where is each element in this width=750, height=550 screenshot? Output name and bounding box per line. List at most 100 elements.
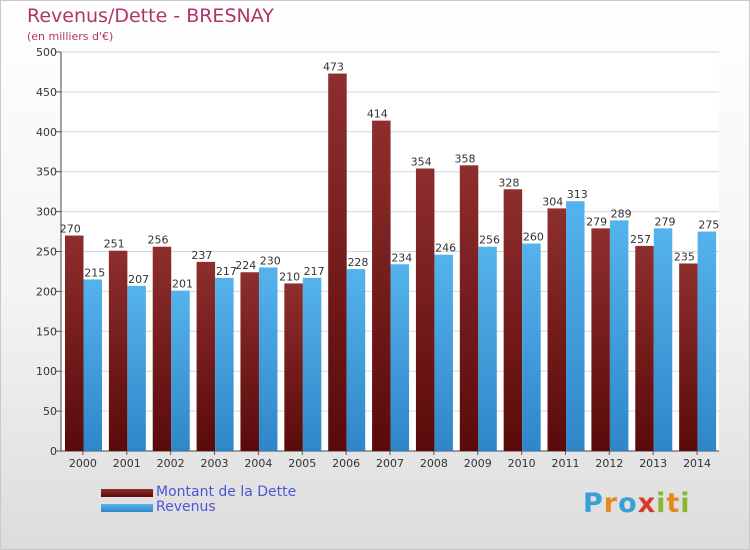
data-label-debt: 237 [191, 249, 212, 262]
bar-revenue [171, 290, 190, 451]
data-label-revenue: 313 [567, 188, 588, 201]
x-tick-label: 2001 [113, 457, 141, 470]
x-tick-label: 2006 [332, 457, 360, 470]
x-tick-label: 2013 [639, 457, 667, 470]
data-label-debt: 279 [586, 215, 607, 228]
bar-debt [152, 246, 172, 451]
data-label-debt: 224 [235, 259, 256, 272]
bar-debt [284, 283, 303, 451]
x-tick-label: 2000 [69, 457, 97, 470]
bar-revenue [653, 228, 673, 451]
data-label-debt: 257 [630, 233, 651, 246]
bar-revenue [478, 246, 497, 451]
legend-swatch-revenue [101, 504, 153, 512]
data-label-debt: 358 [455, 152, 476, 165]
data-label-revenue: 228 [347, 256, 368, 269]
bar-revenue [522, 243, 541, 451]
data-label-revenue: 217 [216, 265, 237, 278]
data-label-debt: 328 [498, 176, 519, 189]
x-tick-label: 2012 [595, 457, 623, 470]
bar-revenue [302, 277, 322, 451]
data-label-revenue: 215 [84, 266, 105, 279]
data-label-revenue: 256 [479, 234, 500, 247]
bar-debt [415, 168, 435, 451]
chart-title: Revenus/Dette - BRESNAY [27, 5, 274, 27]
data-label-revenue: 289 [611, 207, 632, 220]
data-label-revenue: 275 [698, 219, 719, 232]
bar-debt [635, 245, 654, 451]
data-label-debt: 256 [147, 234, 168, 247]
data-label-revenue: 246 [435, 242, 456, 255]
bar-debt [372, 120, 391, 452]
y-tick-label: 250 [36, 246, 57, 259]
bar-revenue [566, 201, 585, 451]
logo-letter: i [680, 488, 691, 519]
legend-label-debt: Montant de la Dette [156, 484, 297, 500]
x-tick-label: 2010 [508, 457, 536, 470]
data-label-debt: 235 [674, 250, 695, 263]
bar-debt [328, 73, 347, 452]
logo-letter: r [603, 488, 619, 519]
data-label-revenue: 260 [523, 231, 544, 244]
bar-debt [459, 165, 479, 452]
bar-revenue [127, 285, 146, 451]
bar-debt [240, 272, 259, 451]
bar-revenue [697, 231, 717, 451]
bar-debt [679, 263, 698, 451]
y-tick-label: 450 [36, 86, 57, 99]
bar-revenue [609, 220, 629, 451]
data-label-revenue: 230 [260, 254, 281, 267]
bar-revenue [258, 267, 278, 451]
bar-debt [547, 208, 567, 451]
x-tick-label: 2005 [288, 457, 316, 470]
data-label-revenue: 201 [172, 278, 193, 291]
bar-revenue [390, 264, 410, 451]
logo-letter: t [666, 488, 681, 519]
y-tick-label: 400 [36, 126, 57, 139]
data-label-debt: 354 [411, 156, 432, 169]
data-label-debt: 414 [367, 108, 388, 121]
data-label-debt: 251 [104, 238, 125, 251]
data-label-revenue: 234 [391, 251, 412, 264]
x-tick-label: 2009 [464, 457, 492, 470]
data-label-revenue: 207 [128, 273, 149, 286]
data-label-revenue: 279 [655, 215, 676, 228]
bar-revenue [83, 279, 102, 451]
bar-debt [591, 228, 610, 451]
bar-debt [108, 250, 128, 451]
logo-letter: o [618, 488, 638, 519]
data-label-debt: 304 [542, 195, 563, 208]
logo-letter: P [583, 488, 604, 519]
y-tick-label: 0 [50, 445, 57, 458]
x-tick-label: 2002 [157, 457, 185, 470]
data-label-debt: 473 [323, 61, 344, 74]
x-tick-label: 2003 [201, 457, 229, 470]
bar-debt [65, 235, 84, 451]
legend-swatch-debt [101, 489, 153, 497]
x-tick-label: 2011 [551, 457, 579, 470]
y-tick-label: 50 [43, 405, 57, 418]
bar-revenue [434, 254, 453, 451]
y-tick-label: 300 [36, 206, 57, 219]
x-tick-label: 2004 [244, 457, 272, 470]
y-tick-label: 200 [36, 285, 57, 298]
bar-revenue [215, 277, 234, 451]
data-label-debt: 270 [60, 223, 81, 236]
x-tick-label: 2007 [376, 457, 404, 470]
logo-letter: x [637, 488, 657, 519]
legend-label-revenue: Revenus [156, 499, 216, 515]
y-tick-label: 500 [36, 46, 57, 59]
y-tick-label: 350 [36, 166, 57, 179]
chart-subtitle: (en milliers d'€) [27, 30, 114, 43]
bar-revenue [346, 269, 366, 451]
data-label-debt: 210 [279, 270, 300, 283]
x-tick-label: 2008 [420, 457, 448, 470]
y-tick-label: 100 [36, 365, 57, 378]
data-label-revenue: 217 [304, 265, 325, 278]
bar-debt [503, 189, 523, 452]
proxiti-logo: Proxiti [583, 488, 691, 519]
bar-debt [196, 261, 216, 451]
logo-letter: i [656, 488, 667, 519]
